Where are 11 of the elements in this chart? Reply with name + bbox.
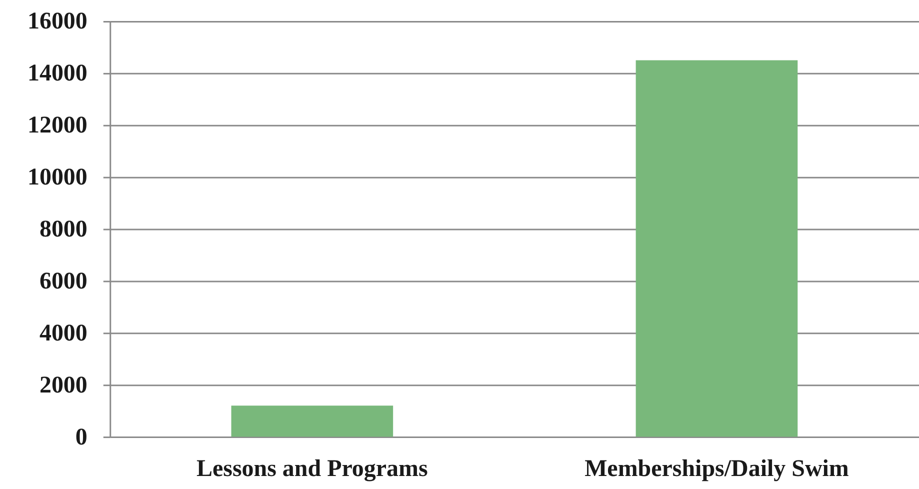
y-tick-label: 6000 [39, 268, 88, 294]
y-tick-label: 14000 [27, 60, 88, 87]
y-tick-label: 10000 [27, 164, 88, 191]
y-tick-label: 4000 [39, 320, 88, 346]
y-tick-label: 12000 [27, 112, 88, 139]
y-tick-label: 8000 [39, 216, 88, 243]
y-tick-label: 16000 [27, 8, 88, 35]
x-tick-label: Lessons and Programs [196, 456, 428, 482]
x-tick-label: Memberships/Daily Swim [584, 456, 849, 482]
y-tick-label: 2000 [39, 372, 88, 398]
y-tick-label: 0 [75, 424, 88, 450]
